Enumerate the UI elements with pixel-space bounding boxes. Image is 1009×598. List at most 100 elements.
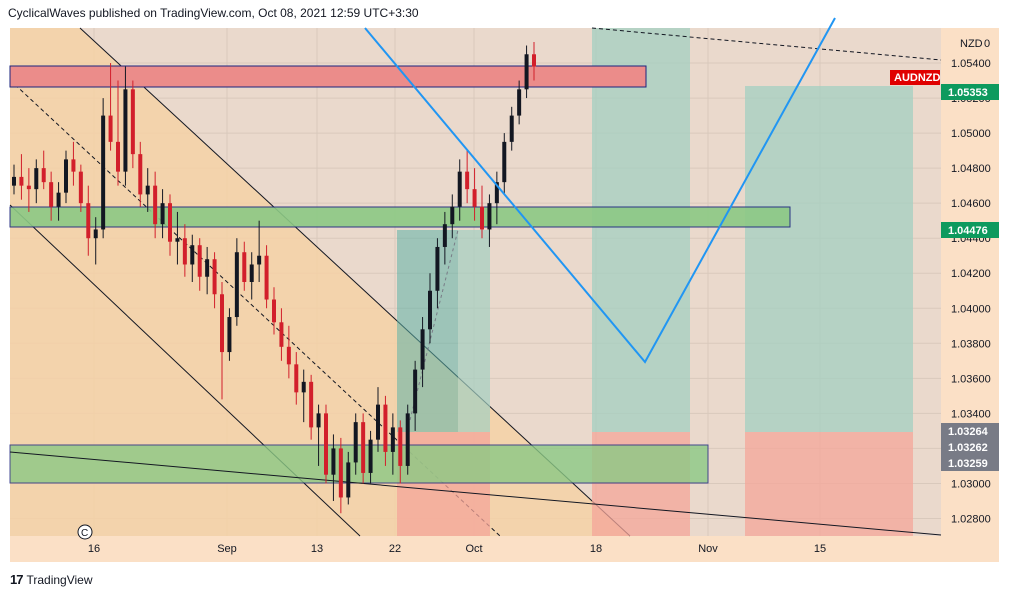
candle <box>26 168 31 212</box>
candle <box>442 211 447 265</box>
candle <box>428 273 432 344</box>
y-tick-label: 1.05400 <box>951 58 991 70</box>
price-chart[interactable]: 1.054001.052001.050001.048001.046001.044… <box>0 0 1009 570</box>
candle <box>494 171 499 225</box>
time-axis: 16 Sep 13 22 Oct 18 Nov 15 <box>88 543 826 555</box>
x-tick-label: 22 <box>389 543 401 555</box>
candle <box>19 154 24 200</box>
candle <box>78 164 83 212</box>
candle <box>361 413 366 484</box>
x-tick-label: 15 <box>814 543 826 555</box>
price-badge-label: 1.04476 <box>948 225 988 237</box>
price-badge <box>941 222 999 238</box>
position-hold-zone-1 <box>458 230 490 432</box>
symbol-badge <box>890 70 940 85</box>
candle <box>242 241 247 291</box>
brand-name: TradingView <box>26 572 93 587</box>
price-badge <box>941 84 999 100</box>
y-tick-label: 1.03000 <box>951 478 991 490</box>
candle <box>249 252 254 300</box>
candle <box>197 238 202 291</box>
candle <box>472 168 477 221</box>
candle <box>86 185 91 256</box>
candle <box>316 404 321 466</box>
candles <box>12 42 536 514</box>
x-tick-label: 16 <box>88 543 100 555</box>
price-badge-label: 1.03262 <box>948 442 988 454</box>
price-badge <box>941 439 999 455</box>
candle <box>101 98 106 239</box>
candle <box>383 395 388 466</box>
candle <box>160 189 165 239</box>
candle <box>532 42 536 81</box>
candle <box>175 211 180 265</box>
candle <box>465 150 470 204</box>
candle <box>41 150 46 190</box>
candle <box>71 141 76 186</box>
candle <box>108 63 113 151</box>
candle <box>220 282 224 400</box>
y-tick-label: 1.04200 <box>951 268 991 280</box>
candle <box>294 352 299 405</box>
mid-support-zone <box>9 206 791 228</box>
candle <box>413 360 418 431</box>
candle <box>212 252 217 309</box>
candle <box>12 164 16 195</box>
candle <box>123 66 128 186</box>
candle <box>145 168 150 212</box>
price-badge-label: 1.03259 <box>948 458 988 470</box>
candle <box>286 325 291 379</box>
y-tick-label: 1.05000 <box>951 128 991 140</box>
candle <box>353 413 358 475</box>
candle <box>234 238 239 326</box>
candle <box>130 80 135 169</box>
candle <box>420 317 425 388</box>
candle <box>376 387 380 452</box>
long-trendline <box>9 451 942 536</box>
y-tick-label: 1.04000 <box>951 303 991 315</box>
price-badge <box>941 455 999 471</box>
footer-branding: 17 TradingView <box>10 572 93 587</box>
candle <box>331 434 336 501</box>
candle <box>450 194 455 239</box>
y-tick-label: 1.03600 <box>951 373 991 385</box>
position-diagonal-1 <box>409 229 459 421</box>
candle <box>257 220 262 282</box>
y-tick-label: 1.03800 <box>951 338 991 350</box>
price-badge-label: 1.03264 <box>948 426 989 438</box>
position-stop-zone-3 <box>745 432 913 536</box>
candle <box>502 133 507 195</box>
x-tick-label: Oct <box>465 543 482 555</box>
position-target-zone-2 <box>592 28 690 432</box>
dashed-resistance-line <box>591 27 942 61</box>
event-marker-icon[interactable] <box>77 524 93 540</box>
candle <box>56 182 61 221</box>
x-tick-label: 18 <box>590 543 602 555</box>
price-badge-label: 1.05353 <box>948 87 988 99</box>
candle <box>168 194 172 256</box>
candle <box>346 451 351 505</box>
candle <box>227 308 232 361</box>
candle <box>509 106 514 151</box>
candle <box>524 45 529 99</box>
x-tick-label: Nov <box>698 543 718 555</box>
y-tick-label: 1.04600 <box>951 198 991 210</box>
candle <box>138 141 143 207</box>
candle <box>182 224 187 277</box>
y-tick-label: 1.03400 <box>951 408 991 420</box>
support-zone <box>9 444 709 484</box>
time-axis-background <box>10 536 999 562</box>
candle <box>301 369 306 423</box>
price-axis: 1.054001.052001.050001.048001.046001.044… <box>951 58 991 525</box>
projection-path <box>364 17 836 364</box>
position-target-zone-1 <box>397 230 458 432</box>
price-badge <box>941 423 999 439</box>
candle <box>93 217 98 265</box>
candle <box>324 404 328 484</box>
candle <box>368 430 373 484</box>
event-marker-letter: C <box>81 528 88 539</box>
candle <box>390 413 395 475</box>
y-tick-label: 1.02800 <box>951 513 991 525</box>
candle <box>435 238 440 309</box>
axis-zero-label: 0 <box>984 38 990 50</box>
